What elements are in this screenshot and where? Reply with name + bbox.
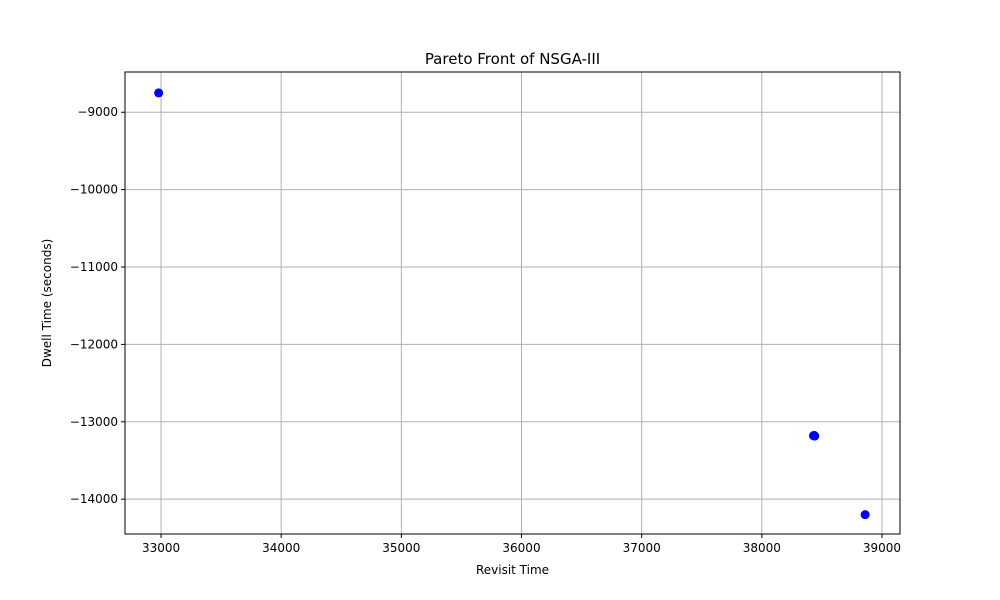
x-tick-label: 37000 <box>623 541 661 555</box>
x-axis-ticks: 33000 34000 35000 36000 37000 38000 39000 <box>142 534 901 555</box>
data-point <box>810 431 820 441</box>
y-tick-label: −14000 <box>70 492 118 506</box>
chart-title: Pareto Front of NSGA-III <box>425 50 600 68</box>
y-tick-label: −12000 <box>70 337 118 351</box>
data-point <box>860 510 870 520</box>
x-tick-label: 35000 <box>382 541 420 555</box>
x-tick-label: 36000 <box>502 541 540 555</box>
y-tick-label: −9000 <box>77 105 118 119</box>
x-tick-label: 38000 <box>743 541 781 555</box>
x-tick-label: 34000 <box>262 541 300 555</box>
data-points <box>154 88 870 520</box>
y-tick-label: −10000 <box>70 183 118 197</box>
y-axis-ticks: −9000 −10000 −11000 −12000 −13000 −14000 <box>70 105 125 506</box>
y-axis-label: Dwell Time (seconds) <box>40 239 54 368</box>
data-point <box>154 88 164 98</box>
y-tick-label: −13000 <box>70 415 118 429</box>
x-tick-label: 33000 <box>142 541 180 555</box>
grid-lines <box>125 72 900 534</box>
x-axis-label: Revisit Time <box>476 563 549 577</box>
plot-area-frame <box>124 71 901 535</box>
x-tick-label: 39000 <box>863 541 901 555</box>
y-tick-label: −11000 <box>70 260 118 274</box>
